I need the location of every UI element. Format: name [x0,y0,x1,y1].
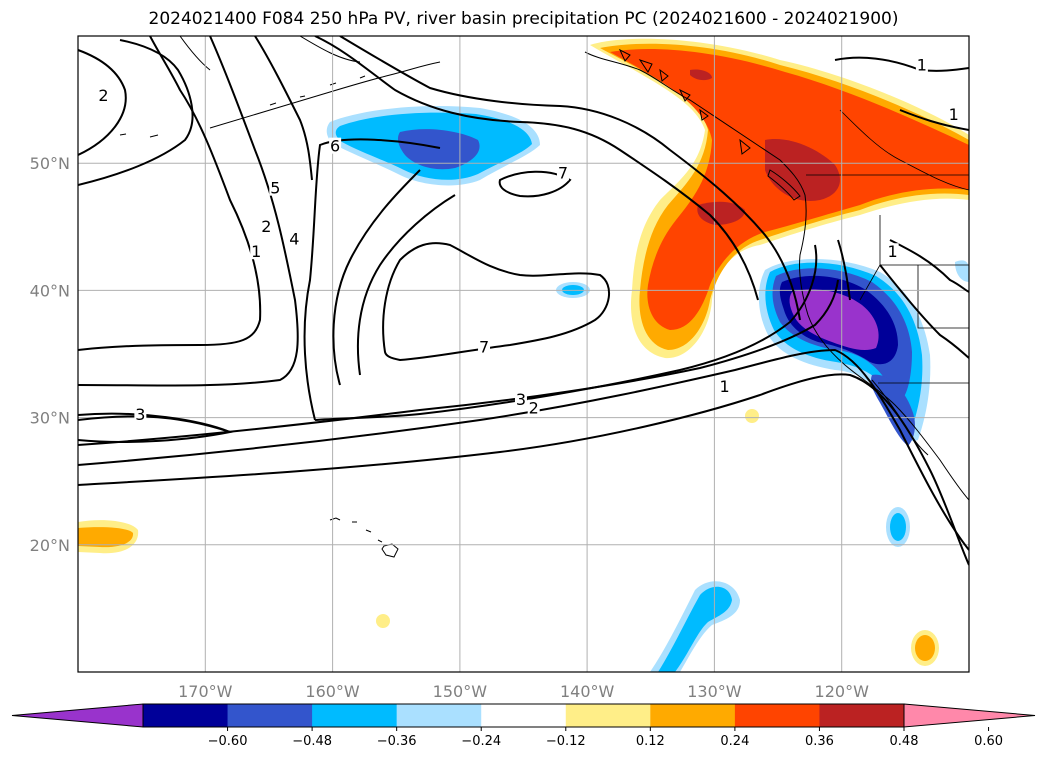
contour-label: 1 [251,242,261,261]
contour-label: 5 [270,179,280,198]
lon-tick-label: 130°W [687,682,742,701]
coastline-hawaii [329,517,399,558]
lon-tick-label: 140°W [560,682,615,701]
contour-label-bg [478,338,491,355]
contour-label: 7 [558,163,568,182]
contour-label: 1 [888,242,898,261]
lon-tick-label: 160°W [305,682,360,701]
precip-shading [78,38,969,672]
contour-label: 6 [330,137,340,156]
colorbar-tick-label: −0.60 [208,734,248,749]
contour-label-bg [97,86,110,103]
colorbar-segment [734,704,820,727]
colorbar-extend-low [11,703,144,728]
colorbar-segment [227,704,313,727]
contour-label-bg [514,390,527,407]
contour-label-bg [718,378,731,395]
colorbar-tick-label: −0.36 [377,734,417,749]
colorbar-extend-high [903,703,1036,728]
contour-label: 7 [479,338,489,357]
graticule [78,36,969,672]
pv-contours [78,36,969,566]
contour-label-bg [527,399,540,416]
lat-tick-label: 20°N [30,536,70,555]
colorbar-segment [650,704,736,727]
contour-label: 3 [516,390,526,409]
colorbar-tick-label: −0.12 [546,734,586,749]
colorbar-outline [142,703,905,728]
lat-tick-label: 50°N [30,154,70,173]
contour-label-bg [915,56,928,73]
colorbar-segment [565,704,651,727]
pv-contour-1-south [78,373,969,566]
colorbar-segment [396,704,482,727]
contour-label: 2 [261,217,271,236]
lon-tick-label: 170°W [178,682,233,701]
colorbar-segment [819,704,905,727]
coastline-aleutians [209,61,441,129]
colorbar-segment [312,704,398,727]
contour-label-bg [556,164,569,181]
pv-contour-2-south [78,348,969,551]
map-border [77,35,970,673]
colorbar-tick-label: −0.24 [461,734,501,749]
latitude-tick-labels: 50°N 40°N 30°N 20°N [30,154,70,555]
political-borders [806,109,969,384]
contour-label: 3 [135,405,145,424]
colorbar-tick-label: 0.24 [720,734,749,749]
contour-label: 2 [529,399,539,418]
colorbar-segment [481,704,567,727]
contour-label: 1 [720,377,730,396]
lat-tick-label: 30°N [30,409,70,428]
map-title: 2024021400 F084 250 hPa PV, river basin … [148,9,899,29]
colorbar-tick-label: −0.48 [292,734,332,749]
contour-label-bg [329,137,342,154]
longitude-tick-labels: 170°W 160°W 150°W 140°W 130°W 120°W [178,682,869,701]
colorbar-tick-label: 0.36 [805,734,834,749]
lon-tick-label: 150°W [433,682,488,701]
contour-label-bg [250,243,263,260]
contour-label: 4 [289,230,299,249]
contour-label-bg [269,179,282,196]
contour-label-bg [134,406,147,423]
lat-tick-label: 40°N [30,281,70,300]
contour-label: 1 [949,105,959,124]
contour-label-bg [947,105,960,122]
colorbar-tick-label: 0.48 [890,734,919,749]
contour-label-bg [260,217,273,234]
colorbar-tick-label: 0.60 [974,734,1003,749]
coastlines [119,36,969,558]
coastline-north-america [584,51,969,501]
contour-label-bg [886,243,899,260]
colorbar-tick-label: 0.12 [636,734,665,749]
colorbar-segment [143,704,229,727]
contour-label: 2 [98,86,108,105]
contour-label: 1 [917,55,927,74]
lon-tick-label: 120°W [815,682,870,701]
colorbar: −0.60 −0.48 −0.36 −0.24 −0.12 0.12 0.24 0.36 0.4… [11,703,1036,749]
contour-label-bg [288,230,301,247]
